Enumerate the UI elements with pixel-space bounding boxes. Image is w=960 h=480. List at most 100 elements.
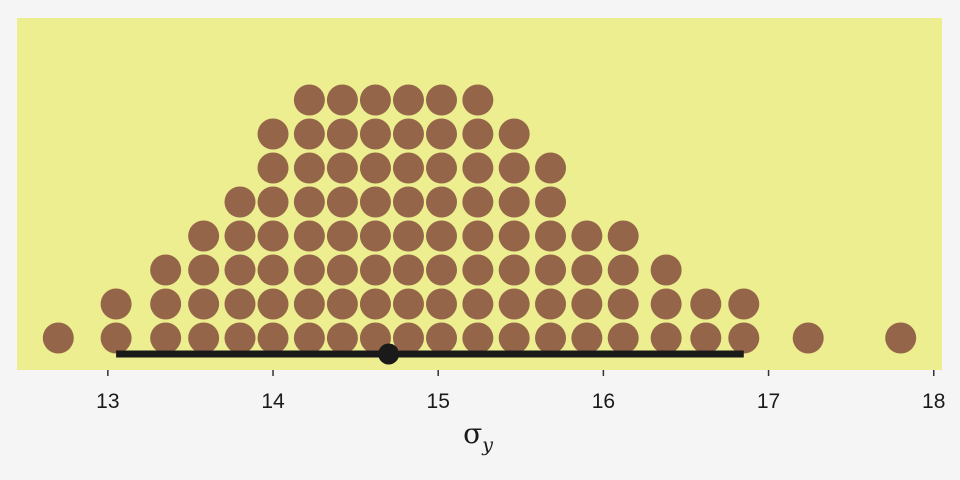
dot-mark (359, 288, 391, 320)
dot-mark (498, 186, 530, 218)
dot-mark (462, 220, 494, 252)
x-axis: 13 14 15 16 17 18 (96, 370, 945, 413)
dot-mark (885, 322, 917, 354)
x-tick-label: 14 (261, 390, 285, 413)
dot-mark (462, 186, 494, 218)
dot-mark (426, 152, 458, 184)
dot-mark (728, 288, 760, 320)
dot-mark (188, 288, 220, 320)
dot-mark (150, 254, 182, 286)
dot-mark (392, 220, 424, 252)
dot-mark (650, 322, 682, 354)
dot-mark (224, 254, 256, 286)
dot-mark (293, 220, 325, 252)
x-axis-title-symbol: σ (463, 417, 482, 450)
dot-mark (257, 254, 289, 286)
dot-mark (690, 322, 722, 354)
dot-mark (293, 84, 325, 116)
dot-mark (188, 254, 220, 286)
dot-mark (359, 152, 391, 184)
dot-mark (607, 288, 639, 320)
dot-mark (426, 84, 458, 116)
dot-mark (326, 152, 358, 184)
x-tick-label: 16 (592, 390, 615, 413)
dot-mark (498, 118, 530, 150)
dot-mark (392, 288, 424, 320)
dot-mark (535, 288, 567, 320)
dot-mark (498, 220, 530, 252)
dot-mark (607, 254, 639, 286)
dot-mark (293, 118, 325, 150)
dot-mark (728, 322, 760, 354)
x-tick-label: 13 (96, 390, 119, 413)
dot-mark (392, 84, 424, 116)
dot-mark (293, 322, 325, 354)
dot-mark (150, 322, 182, 354)
dot-mark (100, 288, 132, 320)
x-axis-title: σy (463, 417, 493, 456)
dot-mark (498, 152, 530, 184)
dot-mark (326, 118, 358, 150)
dot-mark (535, 186, 567, 218)
dot-mark (257, 152, 289, 184)
dot-mark (257, 186, 289, 218)
dot-mark (188, 220, 220, 252)
dot-mark (188, 322, 220, 354)
dot-mark (224, 186, 256, 218)
dot-mark (462, 322, 494, 354)
dot-mark (359, 84, 391, 116)
dot-mark (462, 84, 494, 116)
dot-mark (607, 220, 639, 252)
dot-mark (359, 254, 391, 286)
dot-mark (426, 322, 458, 354)
dot-mark (571, 254, 603, 286)
dot-mark (498, 254, 530, 286)
x-tick-label: 18 (922, 390, 945, 413)
dot-mark (326, 254, 358, 286)
point-estimate-marker (378, 343, 400, 365)
dot-mark (392, 186, 424, 218)
dot-mark (326, 322, 358, 354)
x-tick-label: 15 (427, 390, 450, 413)
dot-mark (535, 254, 567, 286)
dot-mark (392, 118, 424, 150)
dot-mark (42, 322, 74, 354)
dot-mark (359, 186, 391, 218)
dot-mark (224, 288, 256, 320)
dot-mark (392, 152, 424, 184)
dot-mark (426, 288, 458, 320)
dot-mark (426, 186, 458, 218)
dot-mark (571, 288, 603, 320)
dot-mark (293, 254, 325, 286)
dot-mark (571, 322, 603, 354)
x-tick-label: 17 (757, 390, 780, 413)
dot-mark (359, 118, 391, 150)
dot-mark (293, 186, 325, 218)
dot-mark (293, 288, 325, 320)
dot-mark (426, 220, 458, 252)
dot-mark (257, 288, 289, 320)
dot-mark (392, 322, 424, 354)
dot-mark (792, 322, 824, 354)
dot-mark (326, 288, 358, 320)
dot-mark (607, 322, 639, 354)
dot-mark (462, 118, 494, 150)
dot-mark (224, 220, 256, 252)
dot-mark (535, 322, 567, 354)
dot-mark (293, 152, 325, 184)
dots-layer (42, 84, 917, 354)
x-axis-title-subscript: y (481, 434, 493, 456)
dot-mark (257, 322, 289, 354)
dot-mark (650, 254, 682, 286)
dot-mark (426, 254, 458, 286)
dot-mark (571, 220, 603, 252)
dot-mark (224, 322, 256, 354)
dot-mark (498, 288, 530, 320)
dot-mark (462, 254, 494, 286)
dot-mark (535, 220, 567, 252)
dot-mark (650, 288, 682, 320)
dot-mark (257, 118, 289, 150)
interval-layer (116, 343, 744, 365)
dot-mark (462, 288, 494, 320)
dot-mark (462, 152, 494, 184)
